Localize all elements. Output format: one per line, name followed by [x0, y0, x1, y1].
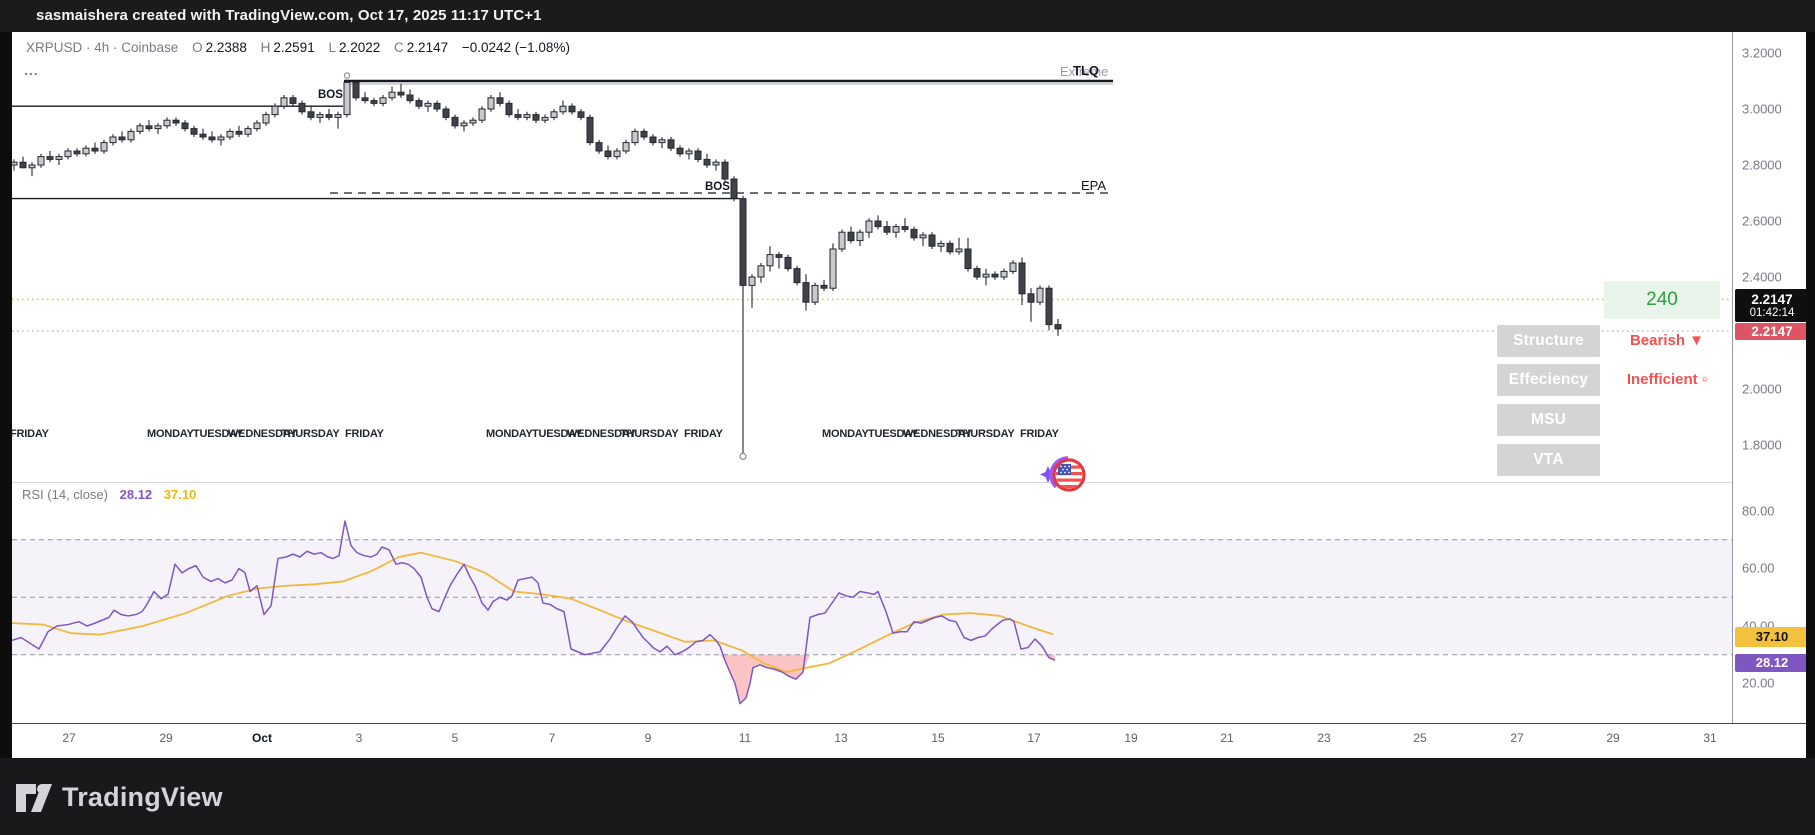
chart-panel[interactable]: XRPUSD · 4h · Coinbase O 2.2388 H 2.2591 L…: [12, 32, 1806, 758]
weekday-label: THURSDAY: [620, 428, 679, 440]
time-tick: 3: [355, 731, 363, 745]
side-button-msu[interactable]: MSU: [1497, 404, 1600, 436]
time-tick: 9: [644, 731, 652, 745]
weekday-label: MONDAY: [486, 428, 533, 440]
weekday-label: FRIDAY: [1020, 428, 1059, 440]
rsi-legend[interactable]: RSI (14, close) 28.12 37.10: [22, 487, 196, 502]
time-tick: 13: [834, 731, 848, 745]
price-tick: 3.0000: [1742, 101, 1782, 117]
price-tick: 2.6000: [1742, 213, 1782, 229]
tradingview-logo-icon[interactable]: [15, 781, 61, 815]
weekday-label: TUESDAY: [868, 428, 919, 440]
tradingview-brand[interactable]: TradingView: [62, 782, 223, 812]
low-label: L: [328, 40, 336, 55]
weekday-label: WEDNESDAY: [228, 428, 297, 440]
rsi-value-badge: 28.12: [1735, 654, 1806, 672]
time-tick: 25: [1413, 731, 1427, 745]
time-tick: Oct: [251, 731, 273, 745]
price-tick: 1.8000: [1742, 437, 1782, 453]
weekday-label: MONDAY: [147, 428, 194, 440]
time-tick: 27: [1510, 731, 1524, 745]
rsi-current-value: 28.12: [119, 487, 153, 502]
weekday-label: THURSDAY: [281, 428, 340, 440]
bar-countdown: 01:42:14: [1749, 307, 1795, 319]
time-axis[interactable]: [12, 723, 1806, 758]
rsi-tick: 20.00: [1742, 675, 1775, 691]
rsi-tick: 80.00: [1742, 503, 1775, 519]
rsi-title: RSI: [22, 487, 44, 502]
high-value: 2.2591: [273, 40, 315, 55]
weekday-label: TUESDAY: [532, 428, 583, 440]
side-button-effeciency[interactable]: Effeciency: [1497, 364, 1600, 396]
footer-bar: TradingView: [0, 758, 1815, 835]
price-axis-border: [1732, 32, 1733, 758]
close-label: C: [394, 40, 404, 55]
weekday-label: FRIDAY: [684, 428, 723, 440]
rsi-ma-badge: 37.10: [1735, 627, 1806, 647]
side-value-effeciency: Inefficient ▫: [1626, 371, 1708, 388]
weekday-label: WEDNESDAY: [567, 428, 636, 440]
close-value: 2.2147: [406, 40, 449, 55]
time-tick: 29: [1606, 731, 1620, 745]
attribution-text: sasmaishera created with TradingView.com…: [36, 7, 542, 24]
bos-mid-label: BOS: [705, 181, 730, 193]
symbol-title[interactable]: XRPUSD · 4h · Coinbase: [26, 40, 179, 55]
change-value: −0.0242 (−1.08%): [461, 40, 570, 55]
time-tick: 21: [1220, 731, 1234, 745]
epa-label: EPA: [1081, 178, 1107, 193]
weekday-label: FRIDAY: [345, 428, 384, 440]
low-value: 2.2022: [338, 40, 381, 55]
current-price-value: 2.2147: [1751, 292, 1793, 307]
price-tick: 2.8000: [1742, 157, 1782, 173]
attribution-bar: sasmaishera created with TradingView.com…: [0, 0, 1815, 32]
open-value: 2.2388: [205, 40, 247, 55]
time-tick: 11: [738, 731, 752, 745]
weekday-label: WEDNESDAY: [903, 428, 972, 440]
bos-top-label: BOS: [318, 89, 343, 101]
open-label: O: [192, 40, 203, 55]
legend-more-icon[interactable]: ...: [24, 62, 39, 78]
time-tick: 27: [62, 731, 76, 745]
area-240-badge: 240: [1604, 281, 1720, 319]
usa-flag-sparkle-icon: [1040, 456, 1087, 494]
side-value-structure: Bearish ▼: [1629, 332, 1705, 349]
price-tick: 2.0000: [1742, 381, 1782, 397]
weekday-label: TUESDAY: [193, 428, 244, 440]
weekday-label: THURSDAY: [956, 428, 1015, 440]
rsi-tick: 60.00: [1742, 560, 1775, 576]
time-tick: 23: [1317, 731, 1331, 745]
chart-canvas[interactable]: [12, 32, 1732, 723]
symbol-legend[interactable]: XRPUSD · 4h · Coinbase O 2.2388 H 2.2591 L…: [26, 40, 573, 55]
high-label: H: [260, 40, 271, 55]
time-tick: 29: [159, 731, 173, 745]
level-price-badge: 2.2147: [1735, 323, 1806, 340]
rsi-params: (14, close): [47, 487, 108, 502]
time-tick: 15: [931, 731, 945, 745]
price-tick: 3.2000: [1742, 45, 1782, 61]
rsi-ma-current-value: 37.10: [163, 487, 197, 502]
time-tick: 17: [1027, 731, 1041, 745]
price-tick: 2.4000: [1742, 269, 1782, 285]
pane-divider[interactable]: [12, 482, 1732, 483]
side-button-structure[interactable]: Structure: [1497, 325, 1600, 357]
time-tick: 19: [1124, 731, 1138, 745]
time-tick: 31: [1703, 731, 1717, 745]
extreme-label: Extreme: [1060, 64, 1109, 79]
weekday-label: FRIDAY: [12, 428, 49, 440]
weekday-label: MONDAY: [822, 428, 869, 440]
tlq-label: TLQ: [1073, 63, 1099, 78]
time-tick: 7: [548, 731, 556, 745]
side-button-vta[interactable]: VTA: [1497, 444, 1600, 476]
time-tick: 5: [451, 731, 459, 745]
current-price-badge: 2.2147 01:42:14: [1735, 289, 1806, 322]
